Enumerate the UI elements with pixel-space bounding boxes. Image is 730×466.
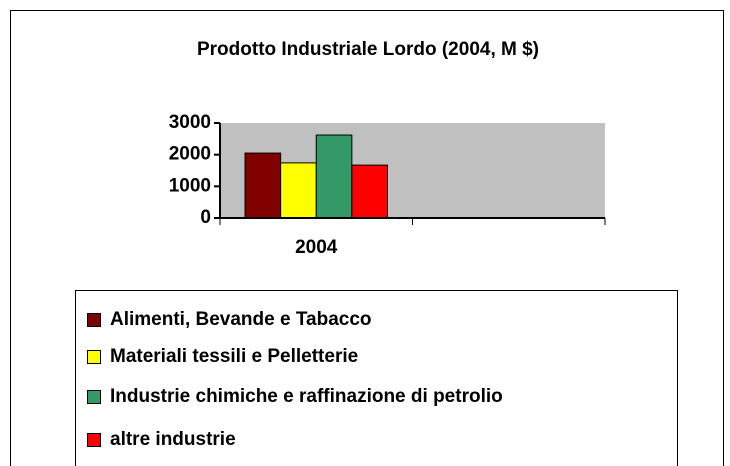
bar — [351, 164, 388, 219]
legend-label: altre industrie — [110, 429, 236, 450]
chart-title: Prodotto Industriale Lordo (2004, M $) — [197, 39, 539, 60]
bar — [244, 152, 282, 219]
legend-swatch — [87, 390, 101, 404]
y-tick-label: 1000 — [169, 175, 211, 196]
legend-swatch — [87, 313, 101, 327]
legend-label: Industrie chimiche e raffinazione di pet… — [110, 386, 503, 407]
bar — [280, 162, 317, 219]
legend-swatch — [87, 433, 101, 447]
x-tick-label: 2004 — [295, 237, 338, 258]
legend-swatch — [87, 350, 101, 364]
y-tick-label: 3000 — [169, 112, 211, 133]
legend-box — [75, 290, 678, 466]
bar — [315, 134, 353, 219]
y-tick-label: 2000 — [169, 144, 211, 165]
legend-label: Alimenti, Bevande e Tabacco — [110, 309, 372, 330]
y-tick-label: 0 — [200, 207, 211, 228]
legend-label: Materiali tessili e Pelletterie — [110, 346, 358, 367]
